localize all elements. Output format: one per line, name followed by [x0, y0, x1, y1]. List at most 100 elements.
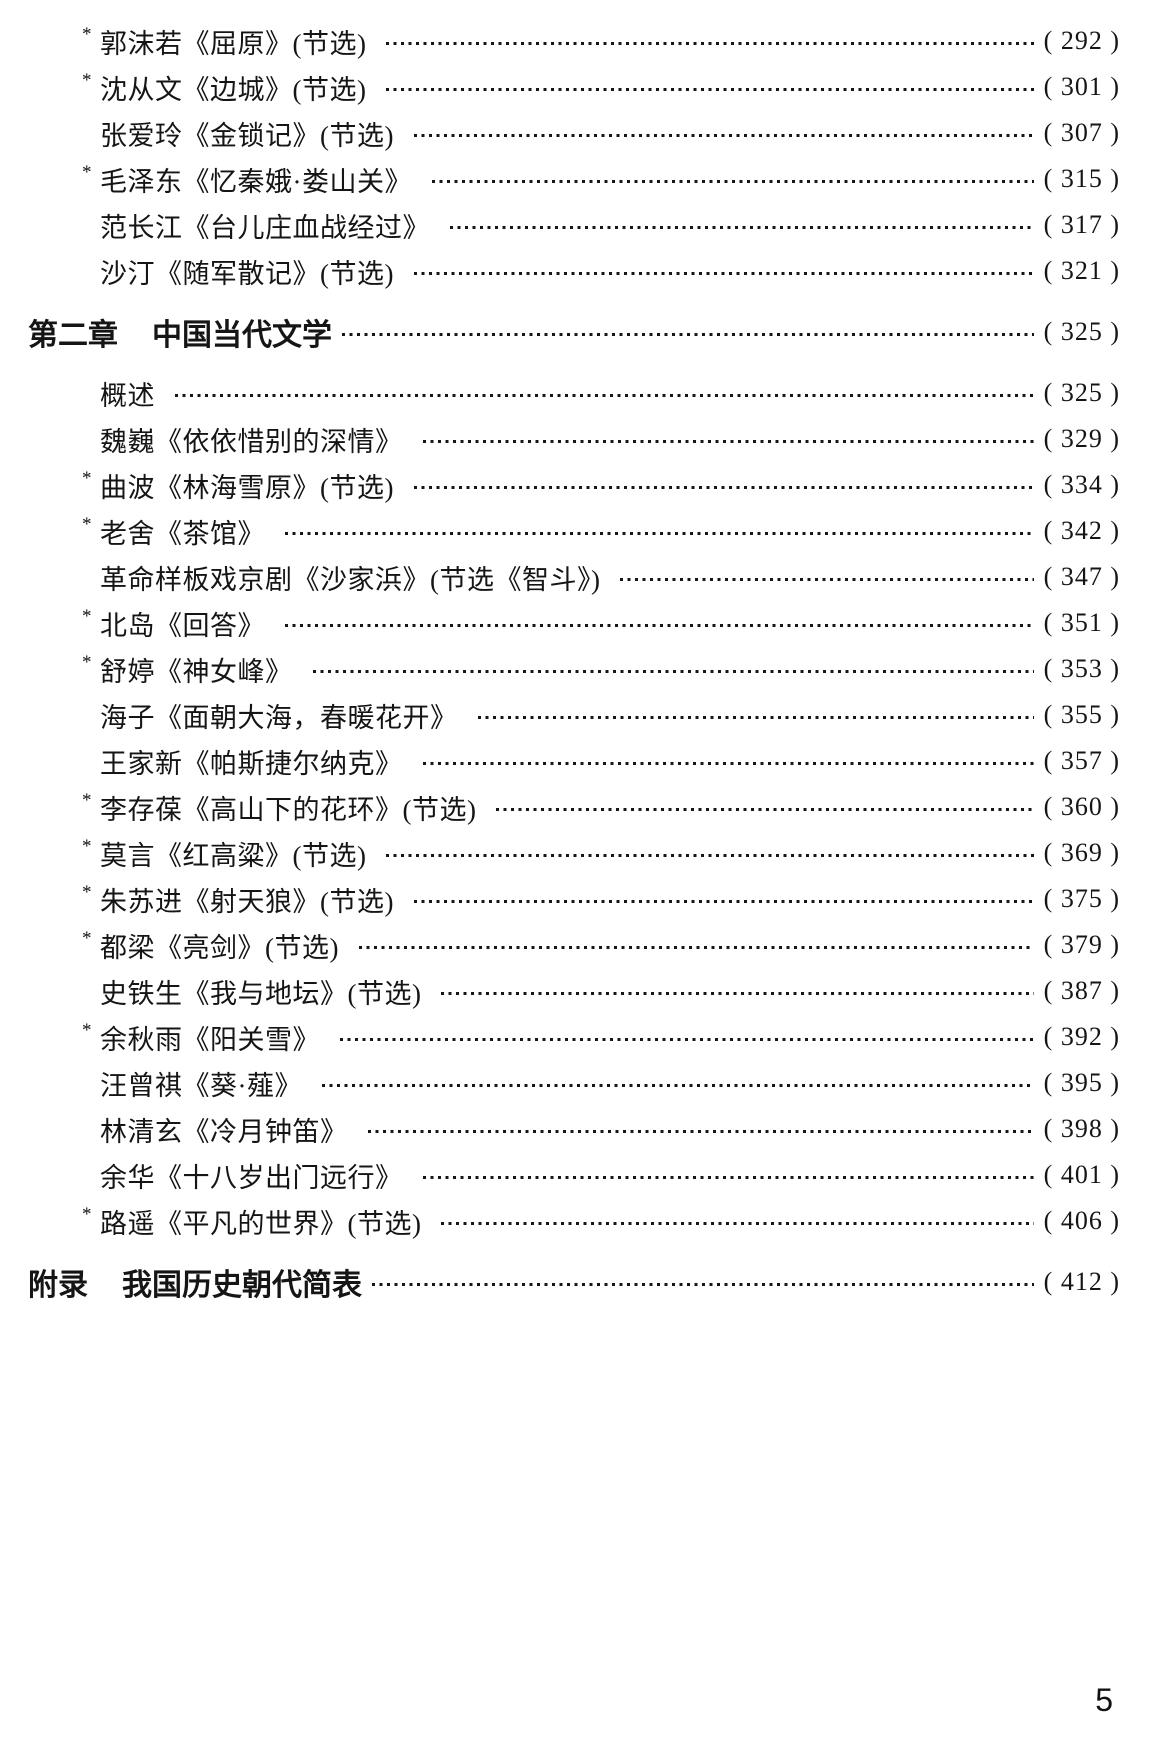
- entry-page-number: ( 334 ): [1043, 470, 1120, 499]
- toc-entry-row: * 莫言《红高粱》(节选) ( 369 ): [28, 830, 1120, 876]
- dot-leader: [422, 1175, 1034, 1179]
- dot-leader: [422, 761, 1034, 765]
- dot-leader: [285, 623, 1034, 627]
- entry-title: 都梁《亮剑》(节选): [100, 932, 339, 963]
- dot-leader: [413, 271, 1034, 275]
- dot-leader: [285, 531, 1034, 535]
- dot-leader: [413, 485, 1034, 489]
- selected-text-marker: *: [82, 161, 92, 183]
- entry-title: 海子《面朝大海，春暖花开》: [100, 702, 458, 733]
- selected-text-marker: *: [82, 651, 92, 673]
- entry-page-number: ( 321 ): [1043, 256, 1120, 285]
- dot-leader: [496, 807, 1034, 811]
- entry-page-number: ( 401 ): [1043, 1160, 1120, 1189]
- chapter-page-number: ( 325 ): [1043, 317, 1120, 346]
- dot-leader: [441, 991, 1034, 995]
- toc-entry-row: * 曲波《林海雪原》(节选) ( 334 ): [28, 462, 1120, 508]
- dot-leader: [450, 225, 1034, 229]
- entry-page-number: ( 387 ): [1043, 976, 1120, 1005]
- entry-title: 舒婷《神女峰》: [100, 656, 293, 687]
- toc-entry-row: * 老舍《茶馆》 ( 342 ): [28, 508, 1120, 554]
- dot-leader: [358, 945, 1034, 949]
- entry-page-number: ( 369 ): [1043, 838, 1120, 867]
- entry-page-number: ( 329 ): [1043, 424, 1120, 453]
- entry-title: 王家新《帕斯捷尔纳克》: [100, 748, 403, 779]
- entry-page-number: ( 315 ): [1043, 164, 1120, 193]
- entry-title: 沈从文《边城》(节选): [100, 74, 367, 105]
- dot-leader: [175, 393, 1034, 397]
- toc-entry-row: * 都梁《亮剑》(节选) ( 379 ): [28, 922, 1120, 968]
- dot-leader: [342, 332, 1034, 336]
- toc-entry-row: 王家新《帕斯捷尔纳克》 ( 357 ): [28, 738, 1120, 784]
- entry-title: 莫言《红高粱》(节选): [100, 840, 367, 871]
- entry-page-number: ( 360 ): [1043, 792, 1120, 821]
- selected-text-marker: *: [82, 1019, 92, 1041]
- entry-page-number: ( 351 ): [1043, 608, 1120, 637]
- dot-leader: [477, 715, 1034, 719]
- entry-title: 北岛《回答》: [100, 610, 265, 641]
- entry-title: 沙汀《随军散记》(节选): [100, 258, 394, 289]
- entry-page-number: ( 395 ): [1043, 1068, 1120, 1097]
- toc-entry-row: 魏巍《依依惜别的深情》 ( 329 ): [28, 416, 1120, 462]
- entry-title: 曲波《林海雪原》(节选): [100, 472, 394, 503]
- dot-leader: [432, 179, 1034, 183]
- toc-entry-row: 海子《面朝大海，春暖花开》 ( 355 ): [28, 692, 1120, 738]
- dot-leader: [367, 1129, 1034, 1133]
- entry-page-number: ( 406 ): [1043, 1206, 1120, 1235]
- toc-chapter-row: 附录 我国历史朝代简表 ( 412 ): [28, 1259, 1120, 1305]
- toc-entry-row: 汪曾祺《葵·薤》 ( 395 ): [28, 1060, 1120, 1106]
- entry-title: 余秋雨《阳关雪》: [100, 1024, 320, 1055]
- selected-text-marker: *: [82, 789, 92, 811]
- selected-text-marker: *: [82, 23, 92, 45]
- entry-page-number: ( 325 ): [1043, 378, 1120, 407]
- entry-page-number: ( 292 ): [1043, 26, 1120, 55]
- selected-text-marker: *: [82, 69, 92, 91]
- dot-leader: [413, 133, 1034, 137]
- selected-text-marker: *: [82, 513, 92, 535]
- toc-entry-row: 张爱玲《金锁记》(节选) ( 307 ): [28, 110, 1120, 156]
- toc-entry-row: 史铁生《我与地坛》(节选) ( 387 ): [28, 968, 1120, 1014]
- entry-title: 老舍《茶馆》: [100, 518, 265, 549]
- dot-leader: [386, 87, 1034, 91]
- dot-leader: [422, 439, 1034, 443]
- entry-title: 毛泽东《忆秦娥·娄山关》: [100, 166, 412, 197]
- entry-page-number: ( 317 ): [1043, 210, 1120, 239]
- dot-leader: [441, 1221, 1034, 1225]
- toc-entry-row: * 北岛《回答》 ( 351 ): [28, 600, 1120, 646]
- entry-title: 路遥《平凡的世界》(节选): [100, 1208, 422, 1239]
- page-number: 5: [1095, 1682, 1113, 1718]
- toc-entry-row: * 朱苏进《射天狼》(节选) ( 375 ): [28, 876, 1120, 922]
- toc-entry-row: 革命样板戏京剧《沙家浜》(节选《智斗》) ( 347 ): [28, 554, 1120, 600]
- dot-leader: [340, 1037, 1034, 1041]
- toc-entry-row: 沙汀《随军散记》(节选) ( 321 ): [28, 248, 1120, 294]
- chapter-title: 我国历史朝代简表: [122, 1269, 362, 1302]
- entry-page-number: ( 301 ): [1043, 72, 1120, 101]
- entry-title: 张爱玲《金锁记》(节选): [100, 120, 394, 151]
- dot-leader: [386, 41, 1034, 45]
- entry-title: 史铁生《我与地坛》(节选): [100, 978, 422, 1009]
- entry-page-number: ( 347 ): [1043, 562, 1120, 591]
- entry-page-number: ( 357 ): [1043, 746, 1120, 775]
- toc-entry-row: 概述 ( 325 ): [28, 370, 1120, 416]
- dot-leader: [312, 669, 1034, 673]
- entry-title: 革命样板戏京剧《沙家浜》(节选《智斗》): [100, 564, 601, 595]
- toc-entry-row: * 路遥《平凡的世界》(节选) ( 406 ): [28, 1198, 1120, 1244]
- toc-entry-row: * 沈从文《边城》(节选) ( 301 ): [28, 64, 1120, 110]
- entry-title: 朱苏进《射天狼》(节选): [100, 886, 394, 917]
- entry-page-number: ( 379 ): [1043, 930, 1120, 959]
- toc-entry-row: 林清玄《冷月钟笛》 ( 398 ): [28, 1106, 1120, 1152]
- entry-title: 概述: [100, 380, 155, 411]
- entry-title: 林清玄《冷月钟笛》: [100, 1116, 348, 1147]
- entry-page-number: ( 375 ): [1043, 884, 1120, 913]
- toc-entry-row: * 毛泽东《忆秦娥·娄山关》 ( 315 ): [28, 156, 1120, 202]
- selected-text-marker: *: [82, 835, 92, 857]
- dot-leader: [413, 899, 1034, 903]
- entry-title: 汪曾祺《葵·薤》: [100, 1070, 302, 1101]
- toc-entry-row: * 余秋雨《阳关雪》 ( 392 ): [28, 1014, 1120, 1060]
- selected-text-marker: *: [82, 927, 92, 949]
- chapter-label: 第二章: [28, 319, 118, 352]
- entry-title: 范长江《台儿庄血战经过》: [100, 212, 430, 243]
- entry-title: 李存葆《高山下的花环》(节选): [100, 794, 477, 825]
- entry-page-number: ( 392 ): [1043, 1022, 1120, 1051]
